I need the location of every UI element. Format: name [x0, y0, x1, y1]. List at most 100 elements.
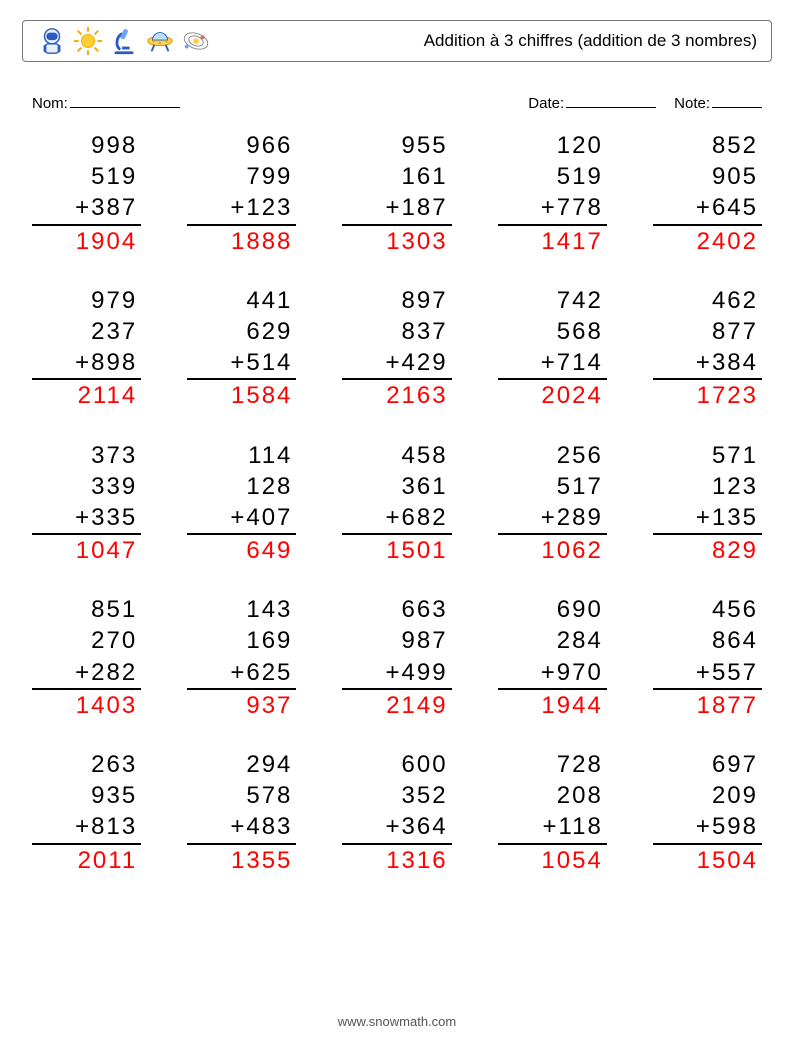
operand-3: +625 — [187, 657, 296, 690]
operand-1: 979 — [32, 285, 141, 316]
operand-3: +335 — [32, 502, 141, 535]
operand-2: 519 — [498, 161, 607, 192]
answer: 1417 — [498, 226, 607, 257]
operand-1: 851 — [32, 594, 141, 625]
ufo-icon — [145, 26, 175, 56]
answer: 649 — [187, 535, 296, 566]
operand-1: 897 — [342, 285, 451, 316]
operand-2: 161 — [342, 161, 451, 192]
operand-2: 352 — [342, 780, 451, 811]
addition-problem: 114128+407649 — [187, 440, 296, 567]
operand-1: 955 — [342, 130, 451, 161]
operand-1: 441 — [187, 285, 296, 316]
answer: 1904 — [32, 226, 141, 257]
operand-1: 143 — [187, 594, 296, 625]
grade-label: Note: — [674, 95, 710, 112]
addition-problem: 852905+6452402 — [653, 130, 762, 257]
operand-3: +898 — [32, 347, 141, 380]
addition-problem: 294578+4831355 — [187, 749, 296, 876]
operand-3: +364 — [342, 811, 451, 844]
answer: 1403 — [32, 690, 141, 721]
answer: 1584 — [187, 380, 296, 411]
answer: 1944 — [498, 690, 607, 721]
answer: 2114 — [32, 380, 141, 411]
operand-1: 998 — [32, 130, 141, 161]
operand-2: 877 — [653, 316, 762, 347]
operand-3: +384 — [653, 347, 762, 380]
operand-1: 697 — [653, 749, 762, 780]
operand-1: 571 — [653, 440, 762, 471]
operand-2: 568 — [498, 316, 607, 347]
addition-problem: 955161+1871303 — [342, 130, 451, 257]
answer: 1062 — [498, 535, 607, 566]
operand-1: 458 — [342, 440, 451, 471]
operand-1: 742 — [498, 285, 607, 316]
answer: 2149 — [342, 690, 451, 721]
operand-3: +118 — [498, 811, 607, 844]
addition-problem: 256517+2891062 — [498, 440, 607, 567]
operand-1: 263 — [32, 749, 141, 780]
operand-3: +407 — [187, 502, 296, 535]
answer: 1303 — [342, 226, 451, 257]
addition-problem: 851270+2821403 — [32, 594, 141, 721]
answer: 1054 — [498, 845, 607, 876]
addition-problem: 373339+3351047 — [32, 440, 141, 567]
addition-problem: 120519+7781417 — [498, 130, 607, 257]
addition-problem: 897837+4292163 — [342, 285, 451, 412]
name-label: Nom: — [32, 95, 68, 112]
operand-2: 905 — [653, 161, 762, 192]
operand-2: 361 — [342, 471, 451, 502]
operand-3: +598 — [653, 811, 762, 844]
microscope-icon — [109, 26, 139, 56]
operand-3: +682 — [342, 502, 451, 535]
operand-2: 519 — [32, 161, 141, 192]
operand-3: +289 — [498, 502, 607, 535]
date-blank — [566, 92, 656, 108]
operand-2: 629 — [187, 316, 296, 347]
answer: 1501 — [342, 535, 451, 566]
operand-1: 120 — [498, 130, 607, 161]
addition-problem: 263935+8132011 — [32, 749, 141, 876]
problem-grid: 998519+3871904966799+1231888955161+18713… — [22, 130, 772, 876]
addition-problem: 456864+5571877 — [653, 594, 762, 721]
astronaut-icon — [37, 26, 67, 56]
operand-2: 169 — [187, 625, 296, 656]
operand-2: 837 — [342, 316, 451, 347]
addition-problem: 690284+9701944 — [498, 594, 607, 721]
operand-2: 284 — [498, 625, 607, 656]
operand-2: 799 — [187, 161, 296, 192]
operand-2: 578 — [187, 780, 296, 811]
operand-2: 270 — [32, 625, 141, 656]
addition-problem: 441629+5141584 — [187, 285, 296, 412]
operand-1: 663 — [342, 594, 451, 625]
answer: 1047 — [32, 535, 141, 566]
addition-problem: 663987+4992149 — [342, 594, 451, 721]
operand-2: 339 — [32, 471, 141, 502]
operand-3: +557 — [653, 657, 762, 690]
operand-3: +970 — [498, 657, 607, 690]
answer: 2163 — [342, 380, 451, 411]
info-line: Nom: Date: Note: — [32, 92, 762, 112]
header: Addition à 3 chiffres (addition de 3 nom… — [22, 20, 772, 62]
date-label: Date: — [528, 95, 564, 112]
operand-2: 517 — [498, 471, 607, 502]
worksheet-title: Addition à 3 chiffres (addition de 3 nom… — [424, 31, 757, 51]
operand-3: +778 — [498, 192, 607, 225]
operand-2: 209 — [653, 780, 762, 811]
operand-3: +123 — [187, 192, 296, 225]
operand-1: 256 — [498, 440, 607, 471]
operand-1: 690 — [498, 594, 607, 625]
operand-1: 966 — [187, 130, 296, 161]
addition-problem: 600352+3641316 — [342, 749, 451, 876]
operand-1: 462 — [653, 285, 762, 316]
operand-2: 935 — [32, 780, 141, 811]
grade-blank — [712, 92, 762, 108]
operand-3: +187 — [342, 192, 451, 225]
answer: 2011 — [32, 845, 141, 876]
operand-2: 123 — [653, 471, 762, 502]
operand-1: 600 — [342, 749, 451, 780]
addition-problem: 998519+3871904 — [32, 130, 141, 257]
addition-problem: 571123+135829 — [653, 440, 762, 567]
addition-problem: 458361+6821501 — [342, 440, 451, 567]
operand-3: +135 — [653, 502, 762, 535]
